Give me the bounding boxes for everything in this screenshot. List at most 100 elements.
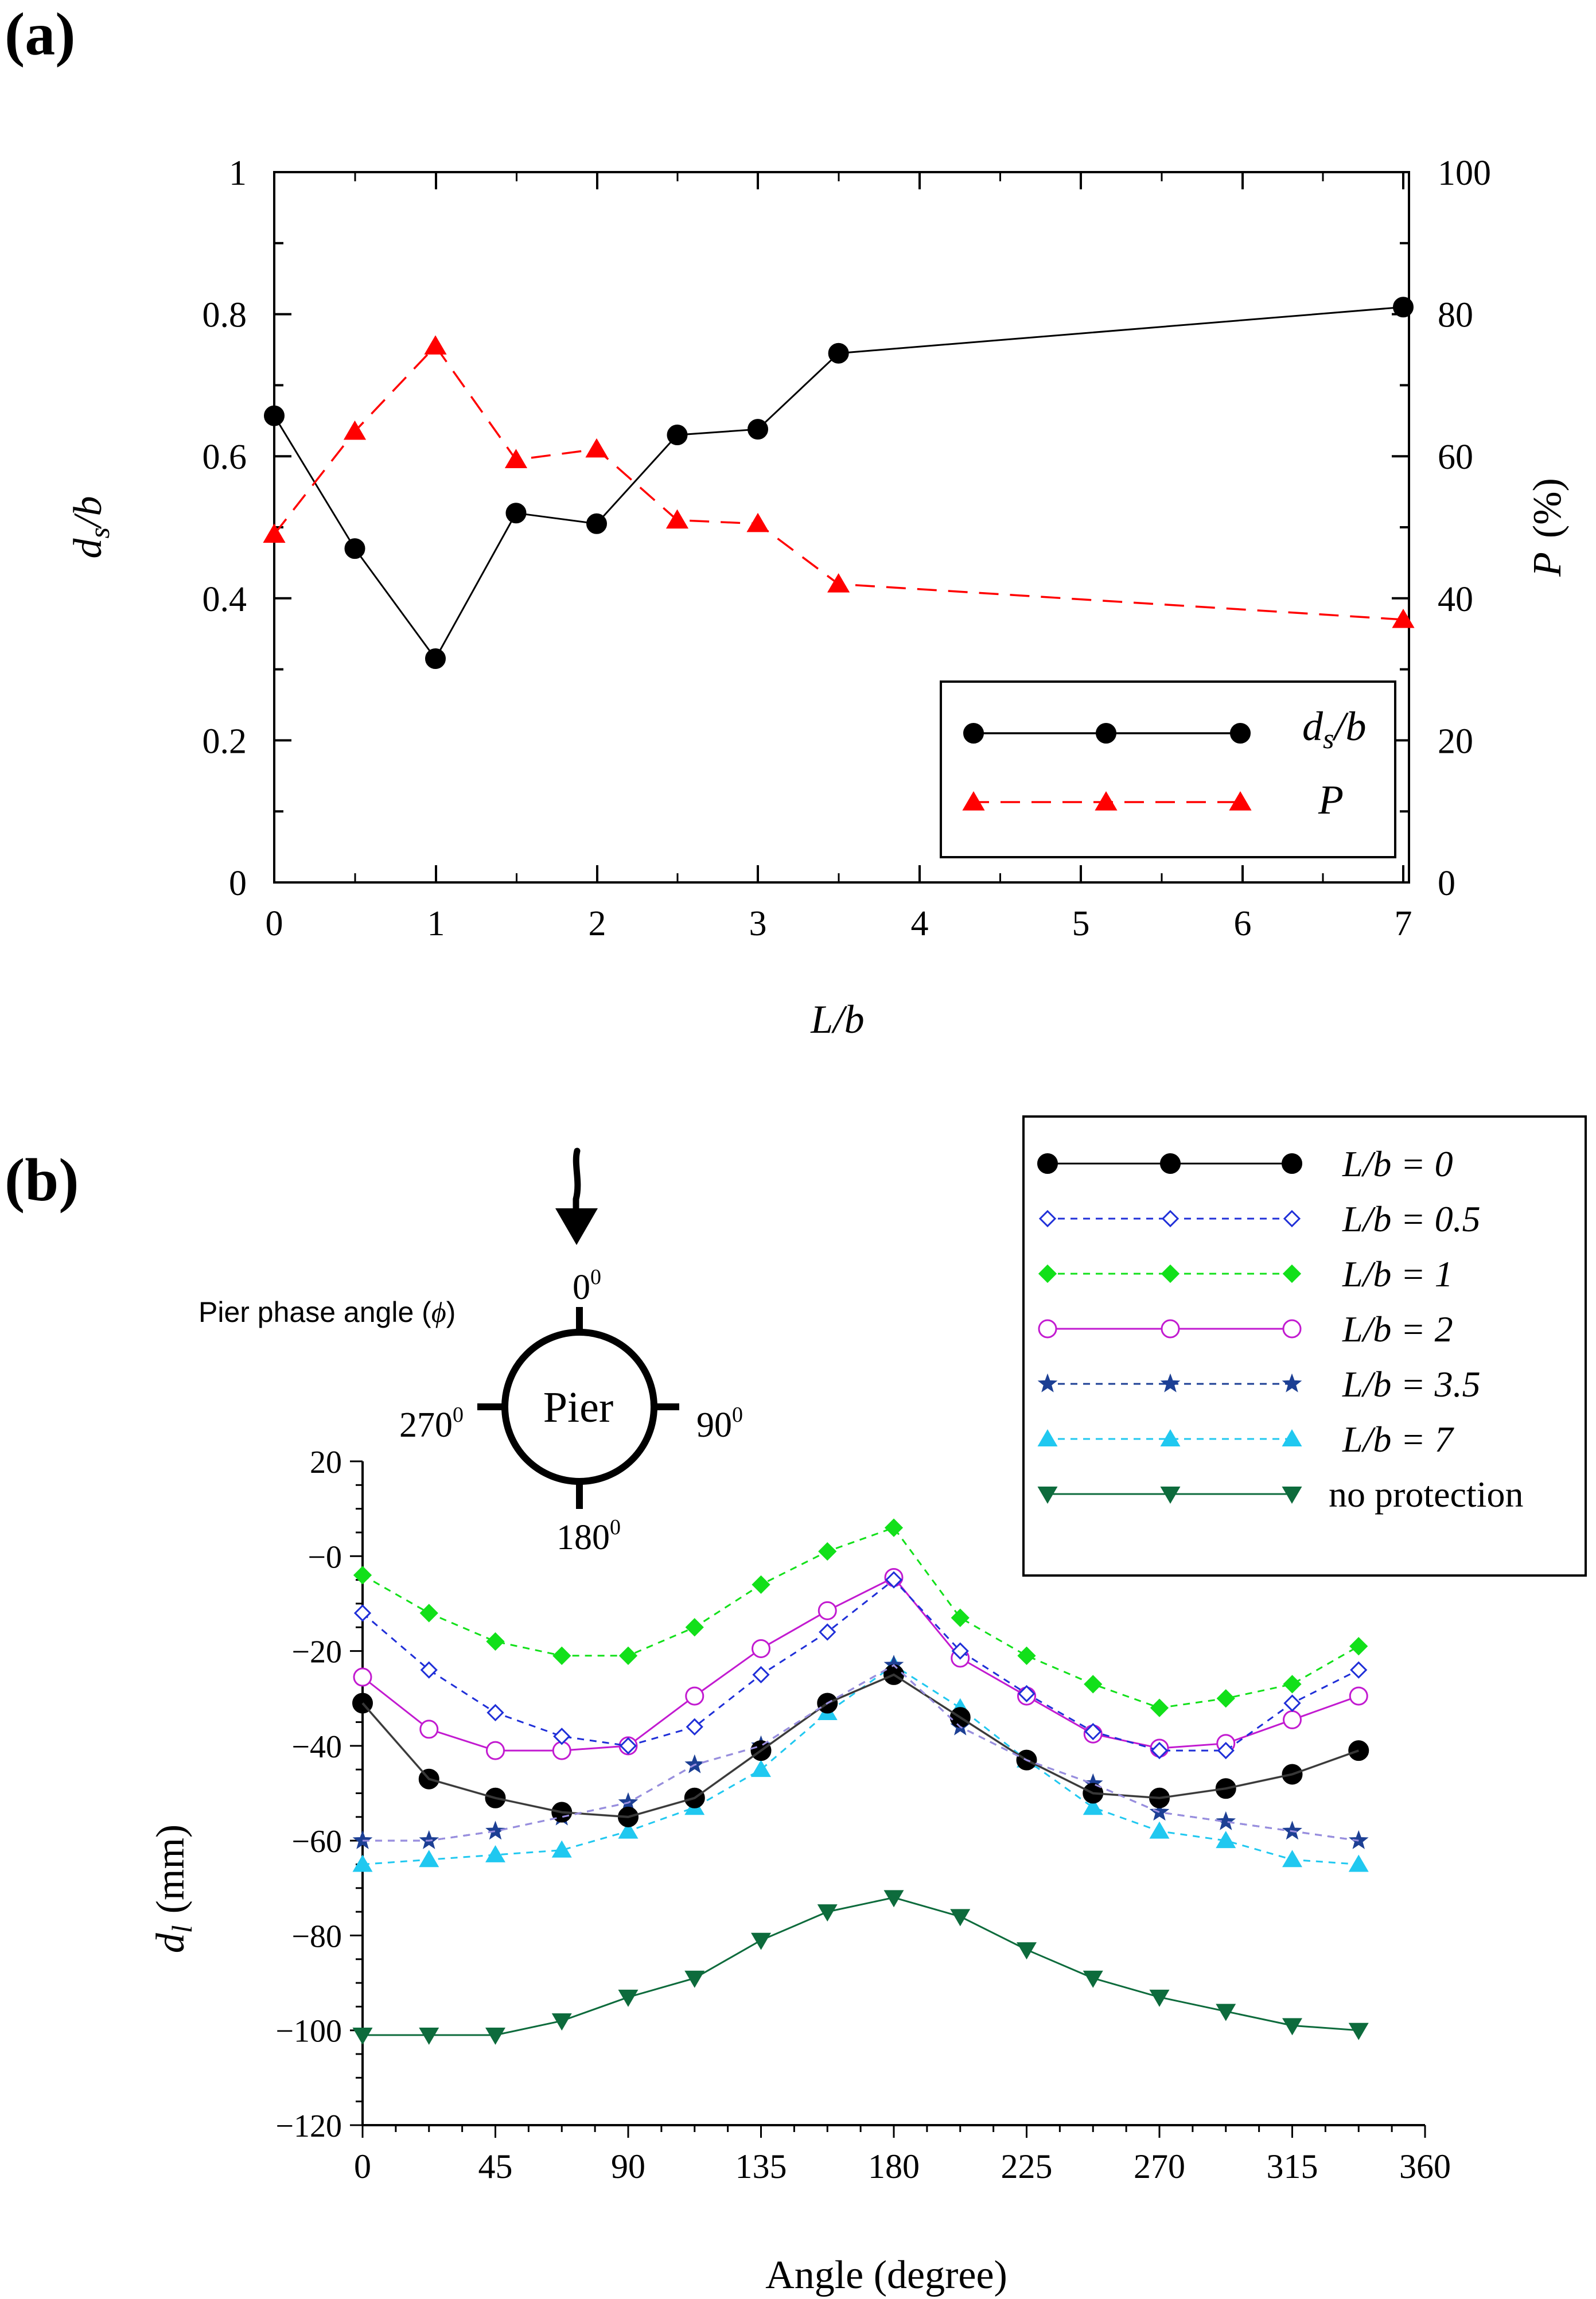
chart-b-series-line-2 <box>362 1526 1360 1709</box>
chart-b-point-2 <box>1349 1637 1368 1656</box>
chart-b-point-6 <box>1282 2018 1302 2036</box>
chart-b-point-5 <box>618 1821 639 1839</box>
chart-a-right-tick-label: 80 <box>1438 296 1473 335</box>
chart-a-x-tick-label: 5 <box>1072 904 1090 943</box>
chart-b-y-axis-title: dl(mm) <box>149 1825 198 1953</box>
chart-a-x-tick-label: 2 <box>589 904 606 943</box>
legend-b-label-2: L/b = 1 <box>1342 1254 1453 1294</box>
chart-b-x-tick-labels: 0 45 90 135 180 225 270 315 360 <box>354 2148 1451 2185</box>
chart-b-point-1 <box>951 1642 969 1660</box>
chart-b-series-line-0 <box>361 1674 1359 1818</box>
chart-a-x-tick-label: 3 <box>749 904 767 943</box>
legend-b-label-0: L/b = 0 <box>1342 1143 1453 1184</box>
chart-b-point-2 <box>618 1646 638 1665</box>
chart-a-right-axis-title: P(%) <box>1525 478 1570 577</box>
legend-b-marker-3 <box>1038 1319 1057 1339</box>
chart-b-point-1 <box>1283 1694 1301 1712</box>
chart-b-point-2 <box>1283 1675 1302 1694</box>
chart-b-point-4 <box>1216 1811 1236 1830</box>
chart-b-y-tick-label: 20 <box>310 1445 342 1480</box>
legend-b-marker-4 <box>1160 1373 1181 1392</box>
legend-b-marker-1 <box>1161 1209 1180 1228</box>
chart-a-point-p <box>504 449 528 468</box>
chart-b-point-6 <box>419 2027 439 2045</box>
legend-a-label-p: P <box>1318 777 1344 823</box>
chart-a-point-p <box>665 509 689 529</box>
chart-b-point-2 <box>1084 1675 1103 1694</box>
chart-b-point-2 <box>1216 1689 1235 1708</box>
chart-b-point-2 <box>685 1618 704 1637</box>
chart-a-x-tick-label: 0 <box>266 904 283 943</box>
chart-b-point-1 <box>885 1571 903 1589</box>
angle-label-90: 900 <box>696 1403 743 1445</box>
flow-arrow-shaft <box>573 1147 581 1217</box>
chart-b-point-6 <box>1017 1942 1037 1960</box>
chart-a-point-p <box>424 335 447 355</box>
chart-b-point-1 <box>353 1604 372 1622</box>
chart-b-series-line-6 <box>363 1896 1359 2036</box>
legend-a-marker <box>962 791 985 811</box>
legend-b-marker-4 <box>1282 1373 1302 1392</box>
legend-b-label-5: L/b = 7 <box>1342 1419 1455 1460</box>
legend-a-label-ds: ds/b <box>1302 703 1366 754</box>
chart-b-point-1 <box>686 1718 703 1736</box>
legend-a-marker <box>1096 723 1116 744</box>
legend-b-marker-1 <box>1038 1209 1057 1228</box>
chart-a-left-tick-label: 0.2 <box>203 722 247 761</box>
chart-a-point-ds <box>264 405 285 426</box>
chart-b-y-tick-label: −20 <box>291 1635 342 1670</box>
legend-b-label-3: L/b = 2 <box>1342 1309 1453 1349</box>
chart-a-left-axis-title: ds/b <box>66 496 115 559</box>
panel-a-label: (a) <box>5 1 76 68</box>
chart-b-point-6 <box>1216 2004 1236 2021</box>
chart-b-point-6 <box>352 2027 373 2045</box>
chart-a-point-ds <box>505 503 527 524</box>
chart-b-point-1 <box>1350 1661 1368 1679</box>
legend-b-marker-6 <box>1282 1487 1302 1504</box>
chart-b-point-5 <box>1083 1798 1103 1815</box>
chart-a-left-tick-label: 0 <box>229 864 247 903</box>
chart-a-point-ds <box>667 425 688 446</box>
chart-b-legend: L/b = 0 L/b = 0.5 L/b = 1 L/b = 2 L/b = 3.5 L… <box>1022 1115 1587 1577</box>
chart-b-point-2 <box>486 1632 505 1651</box>
chart-b-point-2 <box>752 1575 770 1594</box>
chart-b-point-1 <box>1217 1742 1235 1760</box>
chart-b-y-tick-label: −120 <box>275 2109 342 2144</box>
legend-b-marker-2 <box>1038 1264 1057 1283</box>
chart-b-point-4 <box>352 1830 373 1849</box>
chart-a-point-p <box>343 420 367 440</box>
legend-b-marker-5 <box>1160 1429 1181 1446</box>
chart-b-point-5 <box>485 1845 505 1862</box>
chart-b-point-5 <box>751 1760 771 1777</box>
chart-b-point-6 <box>684 1970 705 1988</box>
legend-b-marker-1 <box>1283 1209 1301 1228</box>
legend-b-marker-5 <box>1282 1429 1302 1446</box>
angle-label-270: 2700 <box>399 1403 464 1445</box>
legend-b-marker-2 <box>1282 1264 1302 1283</box>
legend-b-marker-0 <box>1160 1153 1181 1174</box>
chart-b-point-3 <box>419 1720 439 1739</box>
legend-b-marker-3 <box>1161 1319 1180 1339</box>
chart-a-point-p <box>585 438 608 458</box>
chart-b-point-4 <box>1149 1802 1170 1821</box>
chart-b-point-6 <box>883 1890 904 1908</box>
chart-b-x-tick-label: 45 <box>478 2148 513 2185</box>
chart-b-x-tick-label: 180 <box>868 2148 920 2185</box>
chart-b-y-tick-labels: 20 −0 −20 −40 −60 −80 −100 −120 <box>275 1445 342 2144</box>
legend-b-marker-0 <box>1282 1153 1302 1174</box>
chart-b-y-tick-label: −100 <box>275 2014 342 2049</box>
pier-inset: Pier phase angle (ϕ) Pier 00 900 1800 27… <box>198 1147 743 1557</box>
chart-a-ticks <box>273 171 1409 884</box>
chart-a-point-p <box>746 512 769 532</box>
chart-a-left-tick-labels: 0 0.2 0.4 0.6 0.8 1 <box>203 154 247 903</box>
chart-b-legend-box <box>1022 1115 1587 1577</box>
chart-b-point-1 <box>819 1623 836 1641</box>
chart-a-x-tick-label: 1 <box>427 904 445 943</box>
chart-b-point-1 <box>1084 1722 1102 1741</box>
chart-a-point-p <box>1392 608 1415 628</box>
chart-b-point-4 <box>419 1830 439 1849</box>
chart-b-axes <box>350 1460 1426 2138</box>
chart-b-point-3 <box>685 1686 704 1706</box>
chart-a-right-tick-label: 100 <box>1438 154 1491 193</box>
chart-b-point-2 <box>818 1542 837 1561</box>
